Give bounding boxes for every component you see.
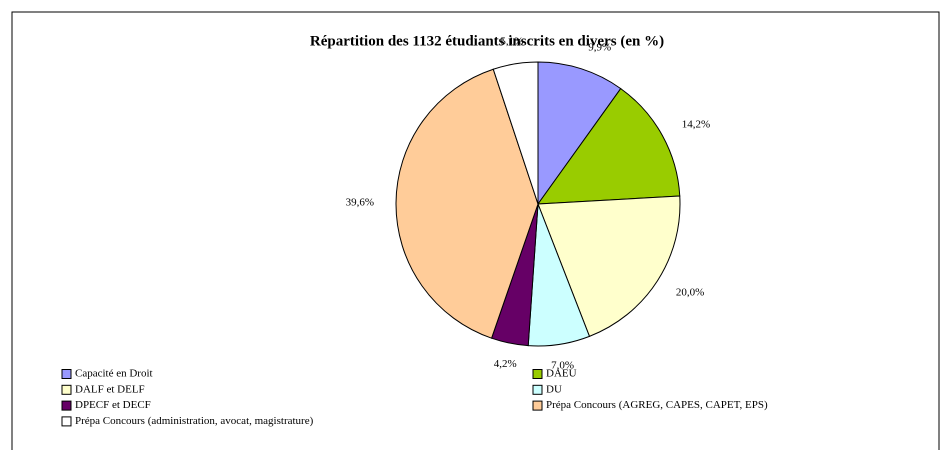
legend-swatch bbox=[61, 369, 72, 379]
legend-swatch bbox=[61, 400, 72, 411]
legend-label: DAEU bbox=[546, 368, 577, 380]
legend-label: Prépa Concours (AGREG, CAPES, CAPET, EPS… bbox=[546, 399, 768, 411]
data-label: 20,0% bbox=[676, 286, 704, 298]
data-label: 9,9% bbox=[588, 41, 611, 53]
legend-label: DPECF et DECF bbox=[75, 399, 151, 411]
pie-slice bbox=[395, 68, 539, 339]
legend-label: Prépa Concours (administration, avocat, … bbox=[75, 415, 314, 427]
legend-swatch bbox=[532, 384, 543, 395]
legend-swatch bbox=[532, 400, 543, 411]
legend-swatch bbox=[61, 416, 72, 427]
legend-label: DALF et DELF bbox=[75, 383, 145, 395]
legend-swatch bbox=[532, 369, 543, 379]
pie-slice bbox=[492, 61, 539, 205]
data-label: 7,0% bbox=[551, 360, 574, 372]
legend-label: DU bbox=[546, 383, 562, 395]
legend-label: Capacité en Droit bbox=[75, 368, 153, 380]
pie-slice bbox=[537, 195, 681, 338]
legend-swatch bbox=[61, 384, 72, 395]
data-label: 4,2% bbox=[494, 358, 517, 370]
chart-title: Répartition des 1132 étudiants inscrits … bbox=[310, 33, 664, 49]
pie-slice bbox=[536, 87, 681, 205]
data-label: 14,2% bbox=[682, 119, 710, 131]
pie-slice bbox=[537, 61, 622, 206]
chart-frame bbox=[11, 11, 940, 450]
data-label: 5,1% bbox=[500, 36, 523, 48]
data-label: 39,6% bbox=[346, 197, 374, 209]
